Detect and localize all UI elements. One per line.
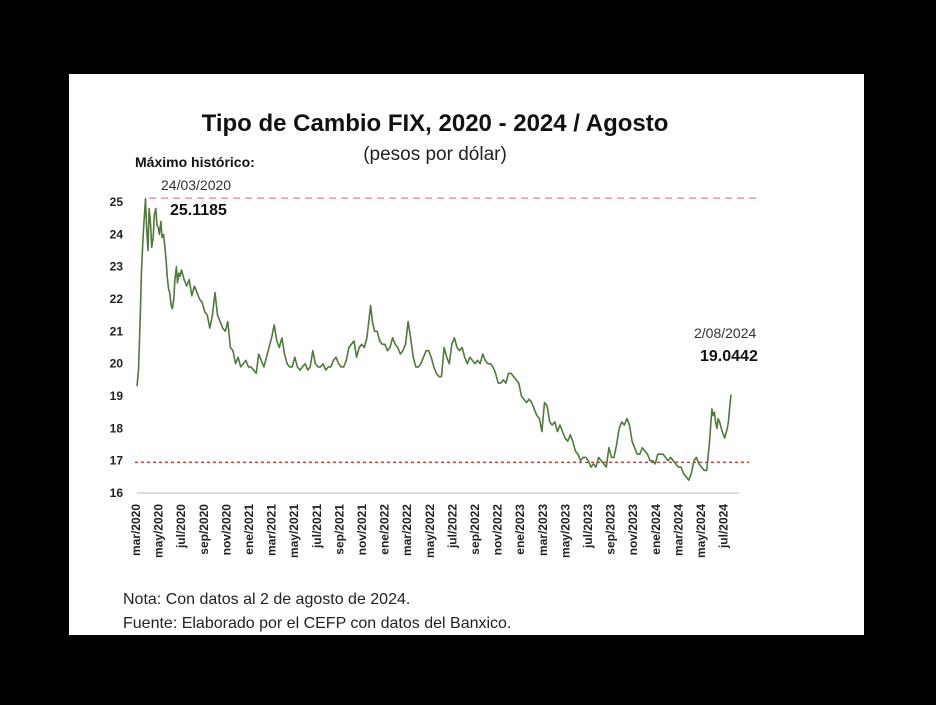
y-tick-label: 20: [110, 357, 124, 371]
x-tick-label: ene/2021: [242, 504, 256, 555]
chart-title: Tipo de Cambio FIX, 2020 - 2024 / Agosto: [202, 110, 669, 137]
y-tick-label: 16: [110, 486, 124, 500]
max-historic-value: 25.1185: [170, 202, 227, 219]
x-tick-label: sep/2020: [197, 504, 211, 555]
y-tick-label: 21: [110, 324, 124, 338]
max-historic-label: Máximo histórico:: [135, 154, 255, 170]
x-tick-label: nov/2023: [626, 504, 640, 556]
x-tick-label: ene/2024: [649, 504, 663, 555]
x-tick-label: mar/2023: [536, 504, 550, 556]
x-tick-label: ene/2023: [513, 504, 527, 555]
y-tick-label: 24: [110, 227, 124, 241]
x-tick-label: jul/2023: [581, 504, 595, 549]
y-tick-label: 19: [110, 389, 124, 403]
y-axis-ticks: 25 24 23 22 21 20 19 18 17 16: [110, 195, 124, 500]
x-tick-label: jul/2021: [310, 504, 324, 549]
exchange-rate-chart: Tipo de Cambio FIX, 2020 - 2024 / Agosto…: [110, 110, 759, 632]
chart-subtitle: (pesos por dólar): [363, 144, 507, 165]
last-value-date: 2/08/2024: [694, 325, 756, 341]
y-tick-label: 17: [110, 454, 124, 468]
x-tick-label: sep/2022: [468, 504, 482, 555]
note-text: Nota: Con datos al 2 de agosto de 2024.: [123, 591, 410, 608]
x-tick-label: may/2024: [694, 504, 708, 558]
reference-lines: [135, 197, 759, 463]
x-tick-label: may/2023: [558, 504, 572, 558]
last-value: 19.0442: [700, 348, 758, 365]
x-tick-label: jul/2022: [445, 504, 459, 549]
x-tick-label: jul/2020: [174, 504, 188, 549]
y-tick-label: 18: [110, 421, 124, 435]
max-historic-date: 24/03/2020: [161, 177, 231, 193]
x-tick-label: nov/2021: [355, 504, 369, 556]
x-tick-label: mar/2024: [671, 504, 685, 556]
x-tick-label: mar/2021: [265, 504, 279, 556]
y-tick-label: 25: [110, 195, 124, 209]
chart-panel: Tipo de Cambio FIX, 2020 - 2024 / Agosto…: [69, 74, 864, 635]
series-line-tipo-de-cambio: [136, 198, 732, 481]
x-tick-label: mar/2022: [400, 504, 414, 556]
x-tick-label: nov/2020: [219, 504, 233, 556]
y-tick-label: 23: [110, 260, 124, 274]
x-tick-label: mar/2020: [129, 504, 143, 556]
x-tick-label: jul/2024: [717, 504, 731, 549]
x-tick-label: nov/2022: [491, 504, 505, 556]
x-tick-label: may/2022: [423, 504, 437, 558]
x-tick-label: may/2021: [287, 504, 301, 558]
x-tick-label: sep/2023: [604, 504, 618, 555]
x-axis-ticks: mar/2020 may/2020 jul/2020 sep/2020 nov/2020…: [129, 504, 731, 558]
x-tick-label: sep/2021: [332, 504, 346, 555]
x-tick-label: ene/2022: [378, 504, 392, 555]
x-tick-label: may/2020: [152, 504, 166, 558]
y-tick-label: 22: [110, 292, 124, 306]
source-text: Fuente: Elaborado por el CEFP con datos …: [123, 615, 511, 632]
